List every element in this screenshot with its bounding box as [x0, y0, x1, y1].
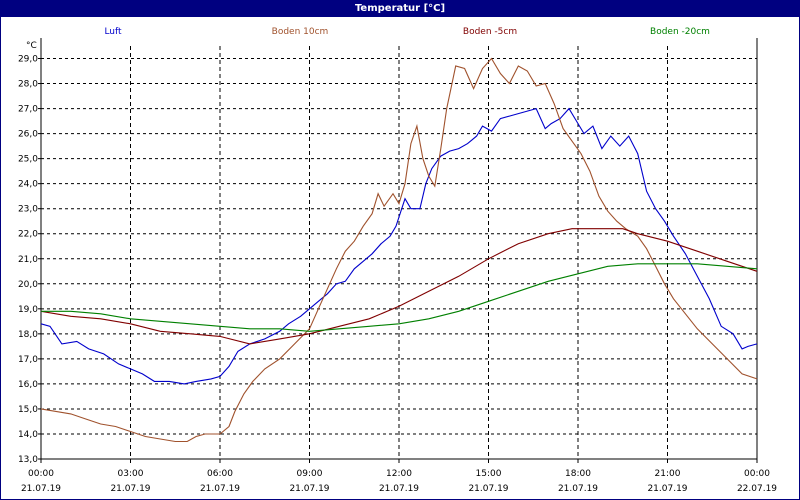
y-tick-label: 26,0: [18, 130, 38, 140]
x-tick-time: 03:00: [118, 469, 144, 479]
y-tick-label: 29,0: [18, 55, 38, 65]
y-tick-label: 14,0: [18, 430, 38, 440]
window-title: Temperatur [°C]: [1, 1, 799, 17]
y-tick-label: 17,0: [18, 355, 38, 365]
y-tick-label: 25,0: [18, 155, 38, 165]
x-tick-time: 12:00: [386, 469, 412, 479]
series-line-boden-5cm: [40, 228, 758, 345]
y-axis-unit-label: °C: [26, 41, 37, 51]
y-tick-label: 18,0: [18, 330, 38, 340]
x-tick-time: 00:00: [28, 469, 54, 479]
legend-entry: Luft: [104, 27, 122, 37]
y-tick-label: 28,0: [18, 80, 38, 90]
x-axis-ticks: 00:00 21.07.19 03:00 21.07.19 06:00 21.07.19 0…: [21, 459, 777, 494]
legend-entry: Boden -20cm: [650, 27, 710, 37]
x-tick-date: 21.07.19: [289, 484, 329, 494]
y-tick-label: 21,0: [18, 255, 38, 265]
y-axis-ticks: 13,0 14,0 15,0 16,0 17,0 18,0 19,0 20,0 21,0 22,0…: [18, 55, 41, 465]
x-tick-time: 09:00: [297, 469, 323, 479]
y-tick-label: 22,0: [18, 230, 38, 240]
x-tick-date: 21.07.19: [558, 484, 598, 494]
y-tick-label: 23,0: [18, 205, 38, 215]
y-tick-label: 27,0: [18, 105, 38, 115]
x-tick-date: 21.07.19: [21, 484, 61, 494]
x-tick-time: 15:00: [476, 469, 502, 479]
y-tick-label: 13,0: [18, 455, 38, 465]
x-tick-date: 21.07.19: [110, 484, 150, 494]
x-tick-date: 21.07.19: [379, 484, 419, 494]
x-tick-time: 18:00: [565, 469, 591, 479]
y-tick-label: 15,0: [18, 405, 38, 415]
legend-entry: Boden 10cm: [272, 27, 329, 37]
series-line-boden-10cm: [40, 57, 758, 443]
x-tick-date: 21.07.19: [647, 484, 687, 494]
y-tick-label: 16,0: [18, 380, 38, 390]
y-tick-label: 19,0: [18, 305, 38, 315]
x-tick-date: 21.07.19: [200, 484, 240, 494]
x-tick-time: 00:00: [744, 469, 770, 479]
y-tick-label: 24,0: [18, 180, 38, 190]
data-series: [40, 57, 758, 443]
x-tick-time: 06:00: [207, 469, 233, 479]
y-tick-label: 20,0: [18, 280, 38, 290]
grid: [41, 46, 757, 460]
axes: [40, 38, 758, 460]
legend-entry: Boden -5cm: [463, 27, 517, 37]
series-line-boden-20cm: [41, 263, 758, 332]
x-tick-date: 22.07.19: [737, 484, 777, 494]
x-tick-date: 21.07.19: [468, 484, 508, 494]
legend: Luft Boden 10cm Boden -5cm Boden -20cm: [104, 27, 710, 37]
x-tick-time: 21:00: [655, 469, 681, 479]
